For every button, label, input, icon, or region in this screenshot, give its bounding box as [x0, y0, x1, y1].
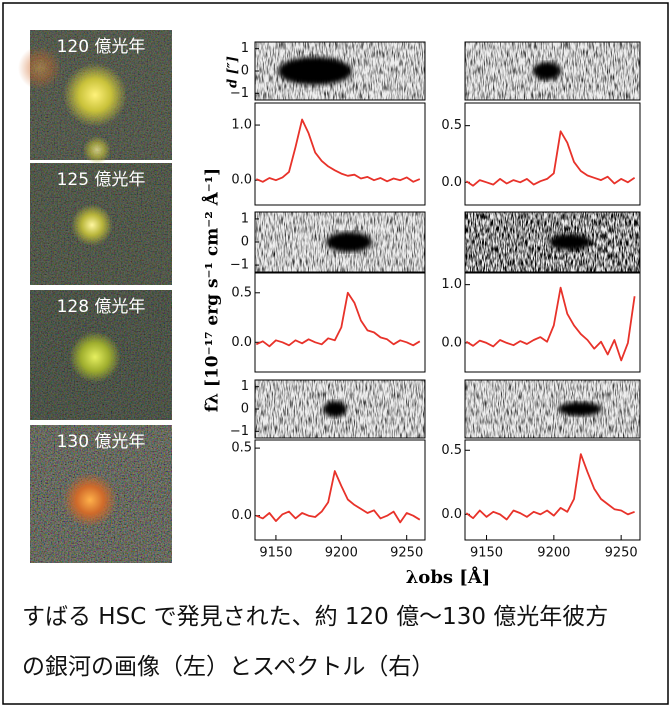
panel-frame: [464, 272, 641, 373]
x-tick-label: 9150: [259, 546, 292, 561]
spectrum-panel: 0.0 0.5 9150 9200 9250: [441, 439, 641, 561]
galaxy: [69, 331, 121, 383]
neighbor: [18, 46, 62, 90]
spectrum-line: [255, 470, 421, 524]
x-axis-label: λobs [Å]: [406, 565, 491, 588]
galaxy-image: 125 億光年: [30, 163, 172, 285]
panel-frame: [254, 439, 426, 541]
spectrum-line: [465, 130, 636, 187]
spectrum-2d: [464, 379, 641, 439]
strip-axis-label: d [″]: [226, 56, 241, 88]
strip-tick-label: 1: [241, 379, 249, 394]
strip-tick-label: 1: [241, 41, 249, 56]
spectrum-2d: 1 0 −1: [230, 379, 426, 439]
strip-tick-label: 1: [241, 211, 249, 226]
galaxy: [62, 472, 118, 528]
y-axis-label: fλ [10⁻¹⁷ erg s⁻¹ cm⁻² Å⁻¹]: [201, 168, 223, 412]
strip-tick-label: −1: [230, 258, 249, 273]
spectrum-2d: 1 0 −1: [230, 211, 426, 273]
spectrum-2d: 1 0 −1: [230, 41, 426, 101]
spectrum-panel: 0.0 0.5: [231, 272, 426, 373]
emission-blob: [326, 232, 372, 252]
galaxy: [71, 204, 113, 246]
strip-tick-label: 0: [241, 64, 249, 79]
caption-line: の銀河の画像（左）とスペクトル（右）: [22, 654, 434, 680]
y-tick-label: 1.0: [441, 277, 462, 292]
galaxy-image: 130 億光年: [30, 425, 172, 563]
x-tick-label: 9250: [390, 546, 423, 561]
spectrum-line: [255, 118, 421, 183]
image-label: 125 億光年: [57, 170, 146, 190]
strip-frame: [464, 41, 641, 101]
spectrum-2d: [464, 41, 641, 101]
spectrum-line: [255, 291, 421, 348]
y-tick-label: 0.0: [231, 335, 252, 350]
panel-frame: [464, 439, 641, 541]
image-label: 128 億光年: [57, 297, 146, 317]
y-tick-label: 0.5: [231, 285, 252, 300]
y-tick-label: 0.0: [441, 335, 462, 350]
strip-frame: [464, 379, 641, 439]
spectrum-panel: 0.0 1.0: [231, 102, 426, 206]
y-tick-label: 1.0: [231, 118, 252, 133]
strip-tick-label: 0: [241, 235, 249, 250]
panel-frame: [464, 102, 641, 206]
y-tick-label: 0.5: [441, 443, 462, 458]
emission-blob: [533, 62, 561, 80]
spectrum-panel: 0.0 0.5: [441, 102, 641, 206]
galaxy: [63, 63, 127, 127]
galaxy-image: 128 億光年: [30, 290, 172, 420]
spectrum-panel: 0.0 1.0: [441, 272, 641, 373]
neighbor: [83, 136, 111, 164]
strip-frame: [464, 211, 641, 273]
spectrum-line: [465, 286, 636, 362]
strip-noise: [465, 380, 640, 438]
y-tick-label: 0.0: [441, 175, 462, 190]
image-label: 130 億光年: [57, 432, 146, 452]
image-label: 120 億光年: [57, 37, 146, 57]
spectrum-line: [465, 453, 635, 521]
emission-blob: [278, 57, 352, 85]
y-tick-label: 0.0: [441, 507, 462, 522]
emission-blob: [558, 402, 602, 416]
panel-frame: [254, 102, 426, 206]
emission-blob: [323, 401, 347, 417]
spectrum-panel: 0.0 0.5 9150 9200 9250: [231, 439, 426, 561]
x-tick-label: 9200: [537, 546, 570, 561]
strip-tick-label: 0: [241, 402, 249, 417]
x-tick-label: 9250: [605, 546, 638, 561]
spectrum-2d: [464, 211, 641, 273]
x-tick-label: 9150: [470, 546, 503, 561]
caption-line: すばる HSC で発見された、約 120 億〜130 億光年彼方: [22, 604, 608, 630]
y-tick-label: 0.0: [231, 173, 252, 188]
y-tick-label: 0.5: [441, 118, 462, 133]
y-tick-label: 0.0: [231, 508, 252, 523]
emission-blob: [549, 234, 591, 250]
panel-frame: [254, 272, 426, 373]
strip-tick-label: −1: [230, 424, 249, 439]
x-tick-label: 9200: [325, 546, 358, 561]
y-tick-label: 0.5: [231, 441, 252, 456]
galaxy-image: 120 億光年: [18, 30, 172, 164]
strip-tick-label: −1: [230, 86, 249, 101]
